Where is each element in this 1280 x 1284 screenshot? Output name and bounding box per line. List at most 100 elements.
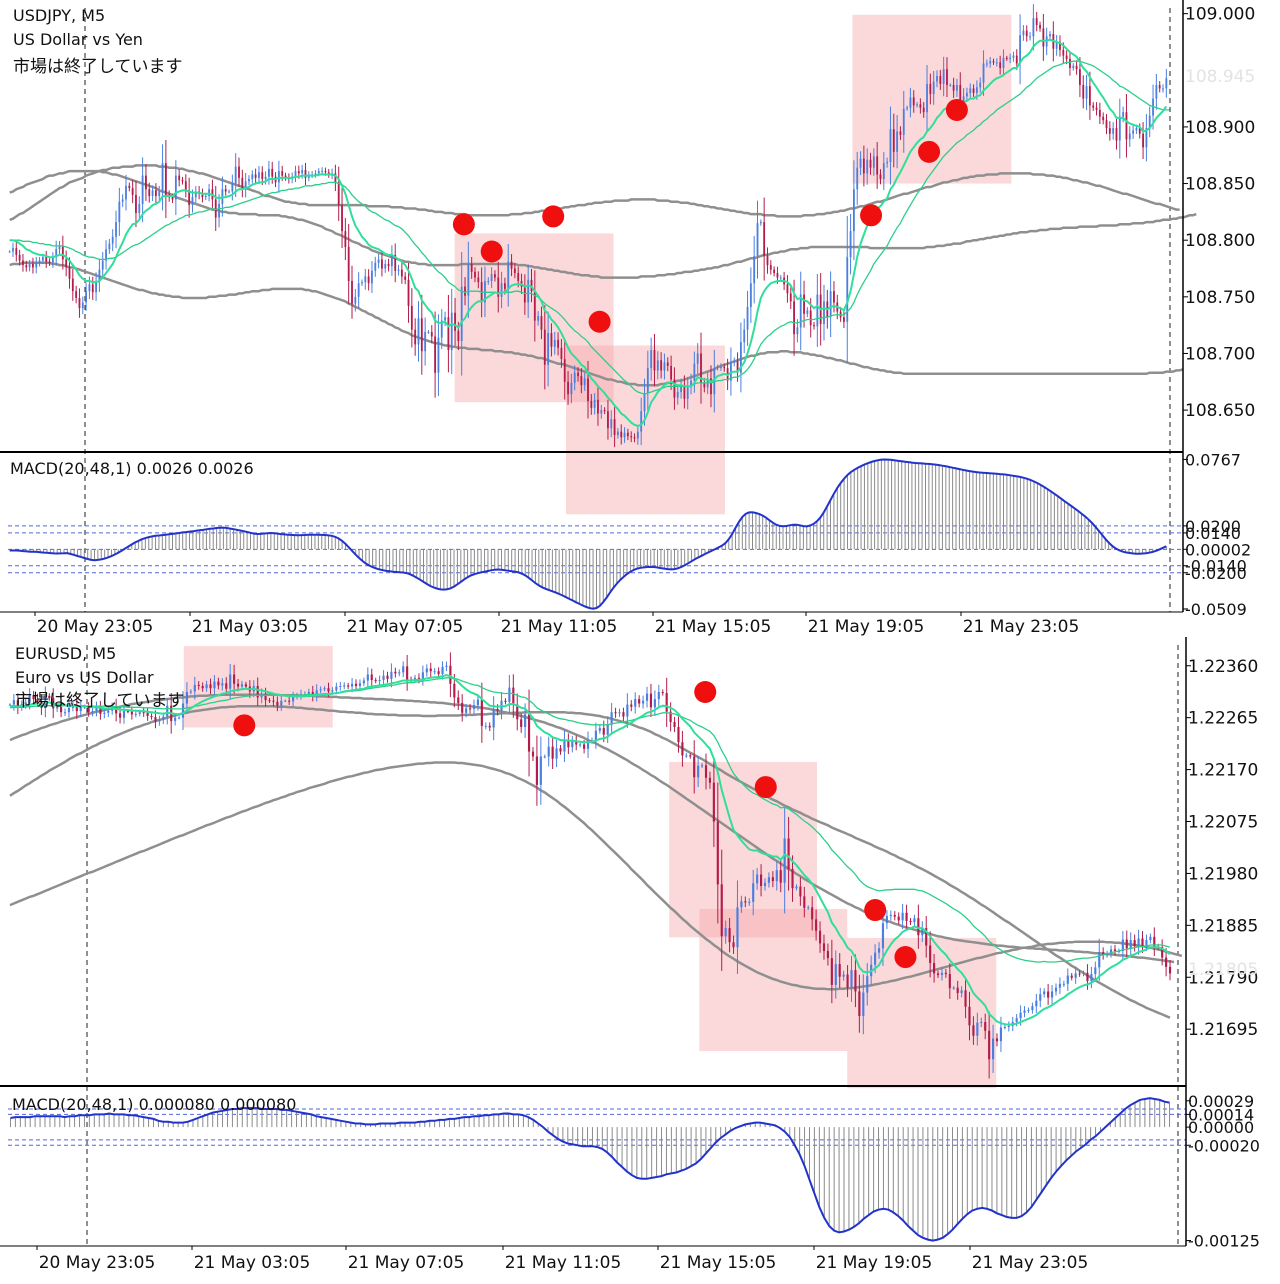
- usdjpy-candle-body: [899, 131, 902, 135]
- eurusd-candle: [323, 686, 326, 692]
- eurusd-candle-body: [850, 970, 853, 988]
- eurusd-candle-body: [476, 699, 480, 706]
- usdjpy-candle-body: [188, 190, 191, 206]
- eurusd-candle: [1047, 984, 1050, 1005]
- eurusd-candle: [555, 739, 558, 768]
- eurusd-candle-body: [126, 711, 130, 713]
- usdjpy-time-label: 21 May 15:05: [655, 617, 772, 637]
- usdjpy-candle-body: [357, 283, 360, 297]
- eurusd-candle-body: [579, 744, 582, 746]
- eurusd-candle-body: [803, 896, 806, 908]
- usdjpy-candle: [98, 258, 101, 292]
- eurusd-candle: [1023, 1006, 1026, 1018]
- eurusd-candle: [956, 980, 959, 1000]
- usdjpy-candle: [590, 394, 593, 415]
- usdjpy-candle: [882, 152, 885, 191]
- usdjpy-candle: [105, 240, 107, 270]
- eurusd-candle-body: [24, 702, 27, 705]
- eurusd-candle-body: [677, 726, 680, 743]
- usdjpy-candle: [846, 215, 849, 364]
- usdjpy-candle: [1042, 13, 1045, 61]
- usdjpy-candle-body: [101, 260, 104, 270]
- eurusd-candle-body: [504, 700, 507, 702]
- usdjpy-candle-body: [776, 273, 779, 278]
- usdjpy-candle-body: [420, 318, 423, 352]
- usdjpy-candle-body: [1085, 86, 1088, 99]
- usdjpy-candle: [158, 185, 161, 202]
- usdjpy-candle: [673, 367, 676, 410]
- eurusd-current-price-label: 1.21805: [1188, 960, 1258, 980]
- usdjpy-candle: [254, 168, 257, 184]
- usdjpy-candle: [600, 404, 603, 419]
- usdjpy-candle: [91, 276, 94, 300]
- eurusd-candle-body: [893, 914, 896, 917]
- usdjpy-candle-body: [15, 248, 18, 255]
- eurusd-candle-body: [885, 916, 888, 924]
- eurusd-candle: [1039, 987, 1042, 1008]
- usdjpy-candle-body: [12, 248, 14, 252]
- eurusd-candle-body: [968, 1006, 971, 1026]
- eurusd-candle: [146, 707, 149, 721]
- eurusd-candle: [311, 685, 314, 702]
- usdjpy-candle: [277, 160, 280, 193]
- eurusd-candle-body: [236, 683, 240, 687]
- usdjpy-candle-body: [464, 286, 466, 296]
- eurusd-candle: [256, 677, 259, 706]
- eurusd-candle: [181, 691, 185, 731]
- usdjpy-candle-body: [683, 385, 686, 399]
- usdjpy-candle: [327, 168, 330, 178]
- eurusd-candle-body: [284, 700, 287, 702]
- eurusd-candle: [759, 864, 763, 897]
- usdjpy-candle: [660, 352, 663, 379]
- usdjpy-candle-body: [1079, 69, 1081, 86]
- eurusd-candle-body: [897, 916, 900, 921]
- usdjpy-candle: [387, 258, 390, 272]
- usdjpy-candle-body: [620, 431, 623, 438]
- eurusd-candle: [433, 668, 436, 675]
- usdjpy-candle-body: [1125, 112, 1128, 140]
- eurusd-candle-body: [811, 907, 814, 920]
- usdjpy-candle: [51, 252, 54, 268]
- usdjpy-candle-body: [264, 176, 267, 180]
- eurusd-candle-body: [748, 901, 751, 903]
- eurusd-candle: [657, 684, 660, 707]
- usdjpy-candle: [756, 200, 759, 279]
- eurusd-candle-body: [720, 884, 723, 937]
- usdjpy-price-tick-label: 108.750: [1185, 288, 1255, 308]
- eurusd-candle-body: [118, 713, 122, 718]
- usdjpy-candle-body: [636, 431, 639, 439]
- usdjpy-candle-body: [32, 263, 34, 268]
- usdjpy-candle-body: [779, 277, 782, 279]
- usdjpy-candle-body: [1055, 41, 1058, 49]
- eurusd-candle: [551, 736, 554, 770]
- usdjpy-candle-body: [8, 251, 11, 253]
- eurusd-candle: [1027, 1007, 1030, 1014]
- eurusd-candle-body: [319, 689, 322, 691]
- eurusd-candle: [193, 676, 196, 700]
- usdjpy-candle: [949, 83, 952, 87]
- usdjpy-candle: [583, 372, 586, 391]
- eurusd-macd-tick-label: 0.00029: [1188, 1092, 1254, 1111]
- usdjpy-candle-body: [208, 189, 211, 197]
- eurusd-candle: [697, 756, 700, 787]
- usdjpy-candle-body: [829, 291, 832, 318]
- usdjpy-candle: [909, 87, 912, 118]
- eurusd-candle-body: [48, 695, 51, 699]
- eurusd-candle-body: [398, 672, 401, 674]
- usdjpy-signal-dot-0: [452, 213, 475, 236]
- usdjpy-candle-body: [862, 158, 865, 174]
- eurusd-candle-body: [1113, 949, 1117, 952]
- usdjpy-candle-body: [108, 243, 111, 250]
- usdjpy-candle: [946, 57, 948, 98]
- usdjpy-candle-body: [490, 274, 493, 281]
- eurusd-candle: [964, 978, 967, 1019]
- eurusd-candle: [712, 757, 715, 848]
- usdjpy-candle: [444, 311, 446, 327]
- eurusd-candle: [1129, 932, 1132, 957]
- eurusd-candle-body: [1141, 938, 1144, 946]
- eurusd-candle: [661, 689, 664, 696]
- usdjpy-candle: [410, 288, 413, 348]
- usdjpy-candle-body: [663, 362, 666, 371]
- usdjpy-macd-tick-label: 0.0140: [1185, 524, 1241, 543]
